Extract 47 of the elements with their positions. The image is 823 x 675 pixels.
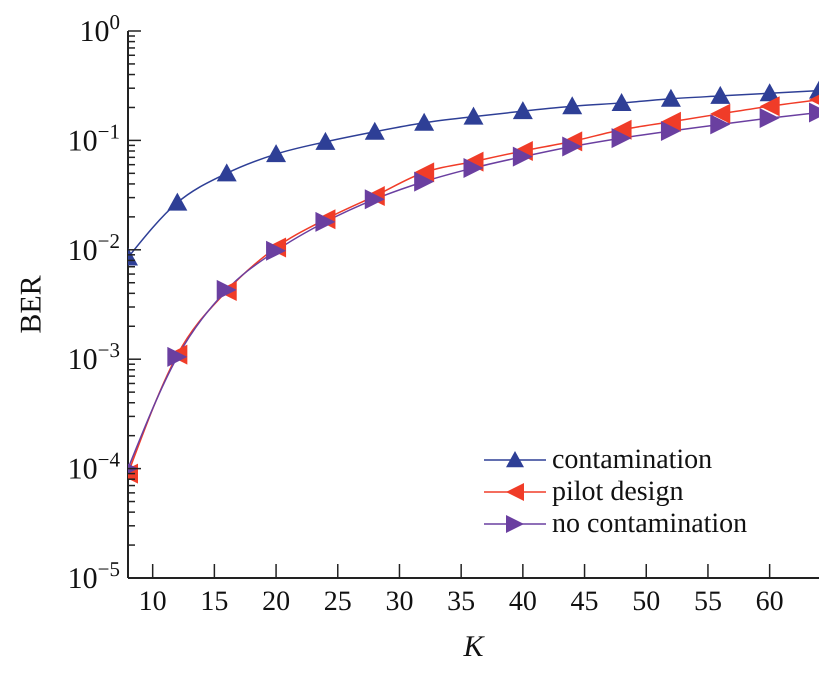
x-tick-label: 25 [324, 586, 352, 617]
x-tick-label: 30 [385, 586, 414, 617]
point [464, 158, 484, 178]
point [710, 104, 730, 124]
point [512, 101, 533, 120]
point [414, 162, 434, 182]
legend-label: no contamination [552, 508, 748, 540]
y-tick-label: 10$^{−3}$ [68, 338, 120, 376]
point [315, 132, 336, 150]
x-tick-label: 50 [632, 586, 660, 617]
point [612, 128, 632, 148]
point [266, 144, 286, 162]
point [216, 163, 237, 182]
x-tick-label: 20 [262, 586, 290, 617]
point [612, 92, 632, 111]
point [414, 112, 434, 131]
point [167, 192, 188, 211]
x-tick-label: 40 [508, 586, 537, 617]
y-axis-title: BER [14, 275, 48, 334]
point [464, 106, 484, 125]
x-tick-label: 10 [138, 586, 167, 617]
point [710, 114, 730, 134]
point [562, 136, 582, 156]
y-tick-label: 10$^{−5}$ [68, 557, 120, 595]
y-tick-label: 10$^{0}$ [80, 10, 120, 48]
y-tick-label: 10$^{−1}$ [68, 119, 120, 158]
point [512, 146, 533, 167]
y-tick-label: 10$^{−2}$ [68, 228, 120, 267]
y-tick-label: 10$^{−4}$ [68, 448, 120, 486]
x-tick-label: 55 [694, 586, 722, 617]
point [760, 108, 780, 128]
legend-label: pilot design [552, 476, 684, 508]
point [660, 88, 681, 107]
x-tick-label: 60 [756, 586, 784, 617]
point [414, 172, 434, 192]
legend-label: contamination [552, 444, 712, 476]
point [760, 96, 780, 116]
x-axis-title: K [462, 630, 486, 663]
point [364, 122, 385, 140]
x-tick-label: 45 [570, 586, 599, 617]
point [710, 86, 730, 104]
point [660, 112, 681, 132]
x-tick-label: 15 [200, 586, 228, 617]
point [266, 240, 286, 261]
point [660, 120, 681, 141]
x-tick-label: 35 [447, 586, 476, 617]
point [562, 96, 582, 114]
